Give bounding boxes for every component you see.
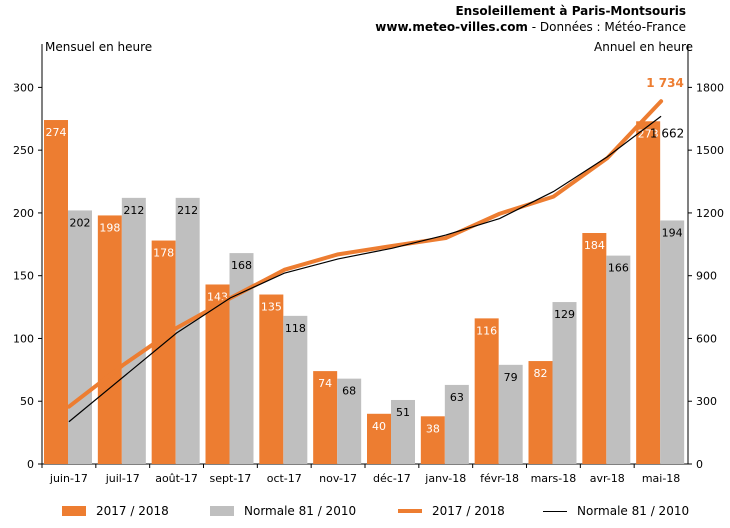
y-right-tick-label: 1200 (696, 207, 724, 220)
bar-2017-2018 (528, 361, 553, 464)
bar-normale-81-2010 (283, 315, 308, 464)
data-label-2017-2018: 82 (534, 367, 548, 380)
data-label-2017-2018: 274 (46, 126, 67, 139)
legend-item-line-2017: 2017 / 2018 (398, 503, 505, 519)
bar-normale-81-2010 (121, 197, 146, 464)
legend-swatch-line-normale (543, 510, 567, 512)
x-tick-label: juin-17 (49, 472, 88, 485)
data-label-normale: 129 (554, 308, 575, 321)
data-label-2017-2018: 198 (99, 221, 120, 234)
chart-subtitle: www.meteo-villes.com - Données : Météo-F… (375, 19, 686, 35)
bar-normale-81-2010 (68, 210, 92, 464)
data-label-normale: 118 (285, 322, 306, 335)
data-label-2017-2018: 38 (426, 422, 440, 435)
x-tick-label: oct-17 (267, 472, 302, 485)
y-left-tick-label: 150 (13, 270, 34, 283)
bar-normale-81-2010 (606, 255, 631, 464)
data-label-normale: 168 (231, 259, 252, 272)
bar-2017-2018 (474, 318, 499, 464)
bar-2017-2018 (367, 413, 391, 464)
bar-2017-2018 (44, 120, 68, 465)
bar-2017-2018 (420, 416, 445, 464)
legend-swatch-line-2017 (398, 509, 422, 513)
x-tick-label: déc-17 (373, 472, 411, 485)
line-cumul-normale (68, 115, 662, 423)
y-right-tick-label: 1500 (696, 144, 724, 157)
data-label-2017-2018: 74 (318, 377, 332, 390)
bar-normale-81-2010 (498, 364, 523, 464)
legend-item-line-normale: Normale 81 / 2010 (543, 503, 689, 519)
bar-normale-81-2010 (391, 399, 415, 464)
subtitle-source: - Données : Météo-France (527, 20, 686, 34)
legend-label-bar-normale: Normale 81 / 2010 (244, 504, 357, 518)
x-tick-label: févr-18 (480, 472, 519, 485)
bar-2017-2018 (313, 371, 338, 464)
x-tick-label: avr-18 (590, 472, 625, 485)
data-label-normale: 68 (342, 385, 356, 398)
legend-swatch-bar-normale (210, 506, 234, 516)
data-label-normale: 194 (662, 226, 683, 239)
data-label-2017-2018: 116 (476, 324, 497, 337)
y-right-tick-label: 1800 (696, 81, 724, 94)
data-label-normale: 166 (608, 262, 629, 275)
data-label-normale: 212 (177, 204, 198, 217)
data-label-normale: 202 (70, 216, 91, 229)
data-label-2017-2018: 178 (153, 247, 174, 260)
legend-swatch-bar-2017 (62, 506, 86, 516)
y-left-tick-label: 300 (13, 81, 34, 94)
y-axis-left-title: Mensuel en heure (45, 40, 153, 54)
x-tick-label: sept-17 (210, 472, 252, 485)
data-label-normale: 51 (396, 406, 410, 419)
x-tick-label: nov-17 (319, 472, 357, 485)
legend-label-bar-2017: 2017 / 2018 (96, 504, 169, 518)
legend: 2017 / 2018 Normale 81 / 2010 2017 / 201… (0, 503, 730, 523)
y-left-tick-label: 200 (13, 207, 34, 220)
title-block: Ensoleillement à Paris-Montsouris www.me… (375, 3, 686, 35)
x-tick-label: janv-18 (424, 472, 466, 485)
y-left-tick-label: 50 (20, 395, 34, 408)
bar-2017-2018 (151, 240, 176, 464)
bar-normale-81-2010 (229, 253, 254, 464)
y-left-tick-label: 100 (13, 332, 34, 345)
data-label-2017-2018: 135 (261, 301, 282, 314)
legend-item-bar-normale: Normale 81 / 2010 (210, 503, 356, 519)
end-label-2017-2018: 1 734 (646, 76, 684, 90)
data-label-normale: 79 (504, 371, 518, 384)
y-left-tick-label: 0 (27, 458, 34, 471)
bar-normale-81-2010 (552, 302, 577, 464)
x-tick-label: mars-18 (531, 472, 577, 485)
x-tick-label: mai-18 (642, 472, 680, 485)
y-right-tick-label: 900 (696, 270, 717, 283)
legend-label-line-normale: Normale 81 / 2010 (577, 504, 690, 518)
legend-label-line-2017: 2017 / 2018 (432, 504, 505, 518)
subtitle-site: www.meteo-villes.com (375, 20, 528, 34)
bar-normale-81-2010 (660, 220, 685, 464)
bar-2017-2018 (636, 121, 661, 464)
y-axis-right-title: Annuel en heure (594, 40, 694, 54)
x-tick-label: août-17 (155, 472, 198, 485)
y-right-tick-label: 600 (696, 332, 717, 345)
line-cumul-2017-2018 (66, 99, 664, 409)
bar-2017-2018 (97, 215, 122, 464)
end-label-normale: 1 662 (650, 126, 684, 140)
data-label-normale: 212 (123, 204, 144, 217)
bar-normale-81-2010 (337, 378, 362, 464)
bar-2017-2018 (582, 233, 607, 464)
bar-2017-2018 (205, 284, 230, 464)
data-label-2017-2018: 40 (372, 420, 386, 433)
data-label-2017-2018: 184 (584, 239, 605, 252)
bar-2017-2018 (259, 294, 284, 464)
legend-item-bar-2017: 2017 / 2018 (62, 503, 169, 519)
y-right-tick-label: 300 (696, 395, 717, 408)
y-left-tick-label: 250 (13, 144, 34, 157)
y-right-tick-label: 0 (696, 458, 703, 471)
bar-normale-81-2010 (444, 384, 469, 464)
chart-title: Ensoleillement à Paris-Montsouris (455, 4, 686, 18)
data-label-normale: 63 (450, 391, 464, 404)
x-tick-label: juil-17 (105, 472, 140, 485)
